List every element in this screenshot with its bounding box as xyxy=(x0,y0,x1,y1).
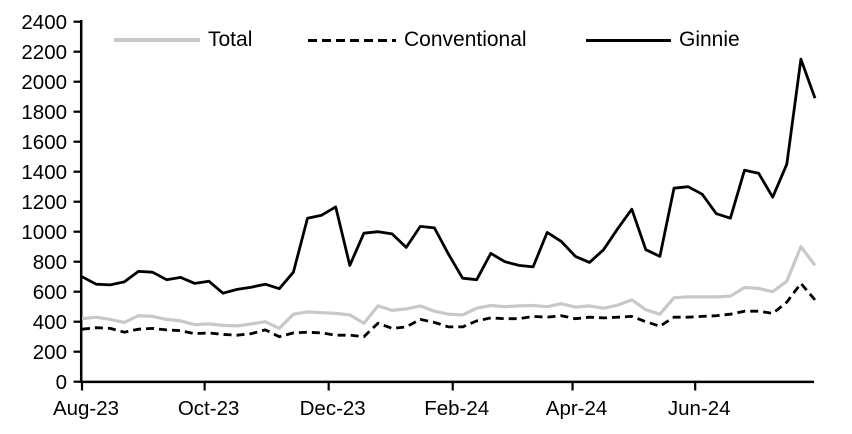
x-tick-label: Dec-23 xyxy=(300,397,366,420)
y-tick-label: 200 xyxy=(33,341,67,364)
legend-label-ginnie: Ginnie xyxy=(679,28,740,51)
y-tick-label: 600 xyxy=(33,281,67,304)
x-tick-label: Aug-23 xyxy=(53,397,119,420)
legend-item-total: Total xyxy=(114,28,252,52)
y-tick-label: 1000 xyxy=(21,221,67,244)
x-tick-label: Apr-24 xyxy=(546,397,608,420)
series-line-conventional xyxy=(81,281,817,339)
legend-label-total: Total xyxy=(208,28,253,51)
y-tick-label: 1800 xyxy=(21,101,67,124)
x-tick-label: Feb-24 xyxy=(424,397,489,420)
y-tick-label: 2400 xyxy=(21,11,67,34)
y-tick-label: 800 xyxy=(33,251,67,274)
legend-item-conventional: Conventional xyxy=(308,28,527,52)
legend-item-ginnie: Ginnie xyxy=(586,28,740,52)
total-line-sample xyxy=(114,38,200,42)
series-line-ginnie xyxy=(81,57,817,295)
y-tick-label: 1400 xyxy=(21,161,67,184)
y-tick-label: 1200 xyxy=(21,191,67,214)
y-tick-label: 0 xyxy=(56,371,67,394)
x-tick-label: Oct-23 xyxy=(178,397,240,420)
conventional-line-sample xyxy=(308,38,396,42)
y-tick-label: 400 xyxy=(33,311,67,334)
y-tick-label: 2000 xyxy=(21,71,67,94)
series-line-total xyxy=(81,245,817,330)
y-tick-label: 2200 xyxy=(21,41,67,64)
ginnie-line-sample xyxy=(586,38,671,42)
y-tick-label: 1600 xyxy=(21,131,67,154)
legend-label-conventional: Conventional xyxy=(404,28,527,51)
x-tick-label: Jun-24 xyxy=(668,397,731,420)
